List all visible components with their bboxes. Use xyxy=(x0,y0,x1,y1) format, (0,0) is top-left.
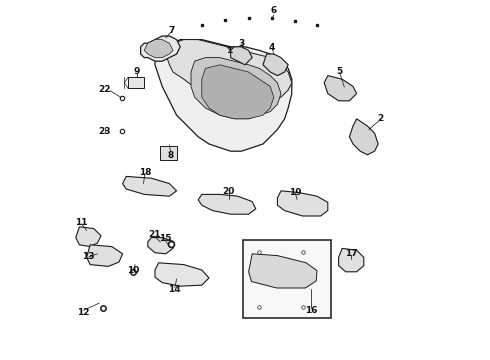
Polygon shape xyxy=(141,36,180,61)
Text: 9: 9 xyxy=(134,68,140,77)
FancyBboxPatch shape xyxy=(243,240,331,318)
Text: 17: 17 xyxy=(345,249,358,258)
Polygon shape xyxy=(166,40,292,104)
Polygon shape xyxy=(324,76,357,101)
FancyBboxPatch shape xyxy=(160,146,176,160)
Polygon shape xyxy=(155,263,209,286)
Polygon shape xyxy=(144,40,173,58)
Text: 13: 13 xyxy=(82,252,95,261)
Text: 11: 11 xyxy=(75,218,87,227)
Polygon shape xyxy=(339,248,364,272)
Text: 12: 12 xyxy=(77,308,89,317)
Text: 3: 3 xyxy=(238,39,245,48)
Text: 8: 8 xyxy=(168,151,173,160)
Text: 6: 6 xyxy=(270,5,277,14)
Text: 4: 4 xyxy=(269,43,275,52)
Text: 21: 21 xyxy=(148,230,161,239)
Polygon shape xyxy=(198,194,256,214)
Polygon shape xyxy=(248,254,317,288)
Polygon shape xyxy=(148,238,173,254)
Polygon shape xyxy=(122,176,176,196)
Text: 1: 1 xyxy=(226,46,232,55)
Polygon shape xyxy=(87,245,122,266)
Text: 14: 14 xyxy=(169,285,181,294)
Polygon shape xyxy=(191,58,281,119)
Text: 10: 10 xyxy=(127,266,140,275)
Text: 7: 7 xyxy=(168,26,174,35)
Polygon shape xyxy=(155,40,292,151)
Text: 18: 18 xyxy=(139,168,151,177)
Polygon shape xyxy=(263,54,288,76)
Polygon shape xyxy=(349,119,378,155)
Text: 23: 23 xyxy=(98,127,111,136)
Text: 22: 22 xyxy=(98,85,111,94)
Polygon shape xyxy=(202,65,274,119)
Polygon shape xyxy=(76,227,101,247)
Text: 15: 15 xyxy=(159,234,171,243)
Polygon shape xyxy=(231,47,252,65)
Text: 2: 2 xyxy=(377,114,383,123)
Text: 5: 5 xyxy=(336,68,343,77)
Text: 20: 20 xyxy=(222,187,235,196)
Text: 19: 19 xyxy=(289,188,302,197)
Polygon shape xyxy=(277,191,328,216)
Text: 16: 16 xyxy=(305,306,318,315)
FancyBboxPatch shape xyxy=(128,77,144,88)
